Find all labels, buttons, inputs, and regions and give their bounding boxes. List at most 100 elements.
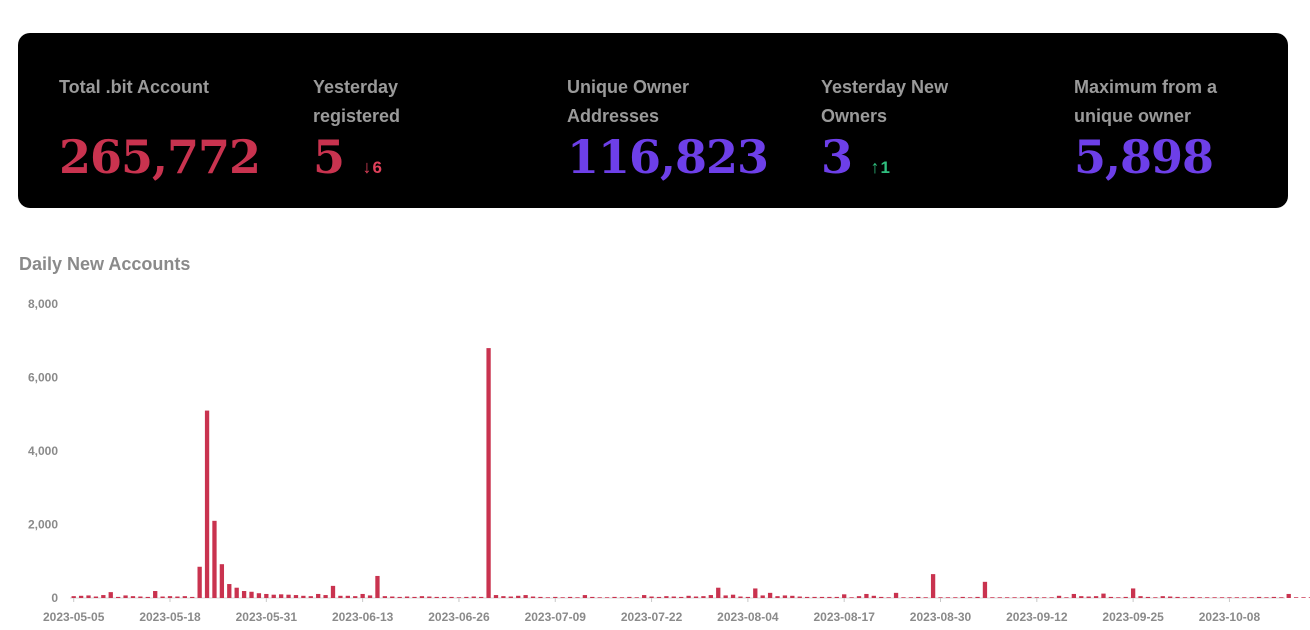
bar [530, 596, 536, 598]
bar [412, 596, 417, 598]
bar [1249, 597, 1254, 598]
bar [812, 596, 817, 598]
bar [908, 597, 914, 598]
bar [153, 591, 158, 598]
bar [286, 594, 291, 598]
bar [938, 597, 943, 598]
bar [590, 596, 595, 598]
bar [167, 596, 173, 598]
delta-badge: ↑1 [870, 157, 889, 178]
bar [819, 596, 825, 598]
bar [982, 581, 988, 598]
x-tick-label: 2023-10-08 [1199, 610, 1261, 624]
bar [271, 594, 276, 598]
bar [1034, 597, 1039, 598]
delta-badge: ↓6 [362, 157, 381, 178]
bar [375, 575, 380, 598]
bar [916, 596, 921, 598]
bar [1264, 597, 1269, 598]
bar [1286, 593, 1291, 598]
bar [582, 595, 588, 598]
bar [1271, 596, 1277, 598]
bar [397, 596, 402, 598]
bar [323, 595, 328, 598]
bar [138, 596, 143, 598]
stat-max-unique-owner: Maximum from a unique owner 5,898 [1074, 33, 1310, 208]
bar [1279, 597, 1284, 598]
bar [604, 597, 610, 598]
bar [264, 593, 269, 598]
bar [642, 595, 647, 598]
bar [1197, 597, 1202, 598]
bar [619, 597, 625, 598]
stat-value: 116,823 [567, 130, 769, 184]
bar [1175, 596, 1180, 598]
bar [145, 596, 150, 598]
stat-value-row: 5 ↓6 [313, 131, 382, 183]
bar [1168, 596, 1173, 598]
bar [856, 596, 862, 598]
bar [249, 591, 254, 598]
bar [441, 596, 447, 598]
bar [849, 597, 854, 598]
stats-panel: Total .bit Account 265,772 Yesterday reg… [18, 33, 1288, 208]
bar [760, 595, 765, 598]
bar [871, 595, 876, 598]
bar [93, 596, 99, 598]
bar [664, 596, 669, 598]
bar [975, 596, 980, 598]
bar [1242, 597, 1247, 598]
delta-value: 6 [372, 158, 382, 177]
bar [1227, 597, 1232, 598]
bar [182, 596, 187, 598]
bar [234, 587, 239, 598]
arrow-down-icon: ↓ [362, 157, 372, 177]
x-tick-label: 2023-08-30 [910, 610, 972, 624]
x-tick-label: 2023-08-17 [813, 610, 875, 624]
bar [1064, 597, 1069, 598]
daily-new-accounts-chart: 0 2,000 4,000 6,000 8,000 2023-05-05 2023-05-1… [28, 297, 1310, 624]
stat-label: Total .bit Account [59, 77, 209, 97]
bar [160, 596, 165, 598]
arrow-up-icon: ↑ [870, 157, 880, 177]
bar [456, 597, 462, 598]
bar [567, 596, 573, 598]
bar [545, 597, 550, 598]
bar [1108, 596, 1114, 598]
stat-value-row: 3 ↑1 [821, 131, 890, 183]
bar [612, 596, 617, 598]
bar [419, 596, 425, 598]
stat-yesterday-new-owners: Yesterday New Owners 3 ↑1 [821, 33, 1071, 208]
stat-yesterday-registered: Yesterday registered 5 ↓6 [313, 33, 563, 208]
bar [1116, 597, 1121, 598]
x-tick-label: 2023-07-09 [525, 610, 587, 624]
bar [634, 597, 639, 598]
bar [701, 596, 706, 598]
bar [1145, 596, 1151, 598]
bar [1308, 597, 1310, 598]
bar [767, 592, 773, 598]
bar [449, 596, 454, 598]
bar [219, 564, 225, 598]
bar [308, 596, 313, 598]
bar [1293, 597, 1299, 598]
bar [1182, 597, 1188, 598]
bar [101, 595, 106, 598]
bar [516, 595, 521, 598]
x-tick-label: 2023-05-05 [43, 610, 105, 624]
x-tick-label: 2023-05-18 [139, 610, 201, 624]
bar [575, 597, 580, 598]
bar [360, 593, 365, 598]
bar [1049, 597, 1054, 598]
bar [597, 597, 602, 598]
bar [879, 596, 884, 598]
bar [427, 596, 432, 598]
bar [197, 566, 202, 598]
stat-label: Yesterday registered [313, 77, 401, 126]
y-tick-label: 4,000 [28, 444, 58, 458]
x-tick-label: 2023-08-04 [717, 610, 779, 624]
bar [1101, 593, 1106, 598]
bar [130, 596, 136, 598]
bar [464, 596, 469, 598]
bar [486, 348, 491, 598]
